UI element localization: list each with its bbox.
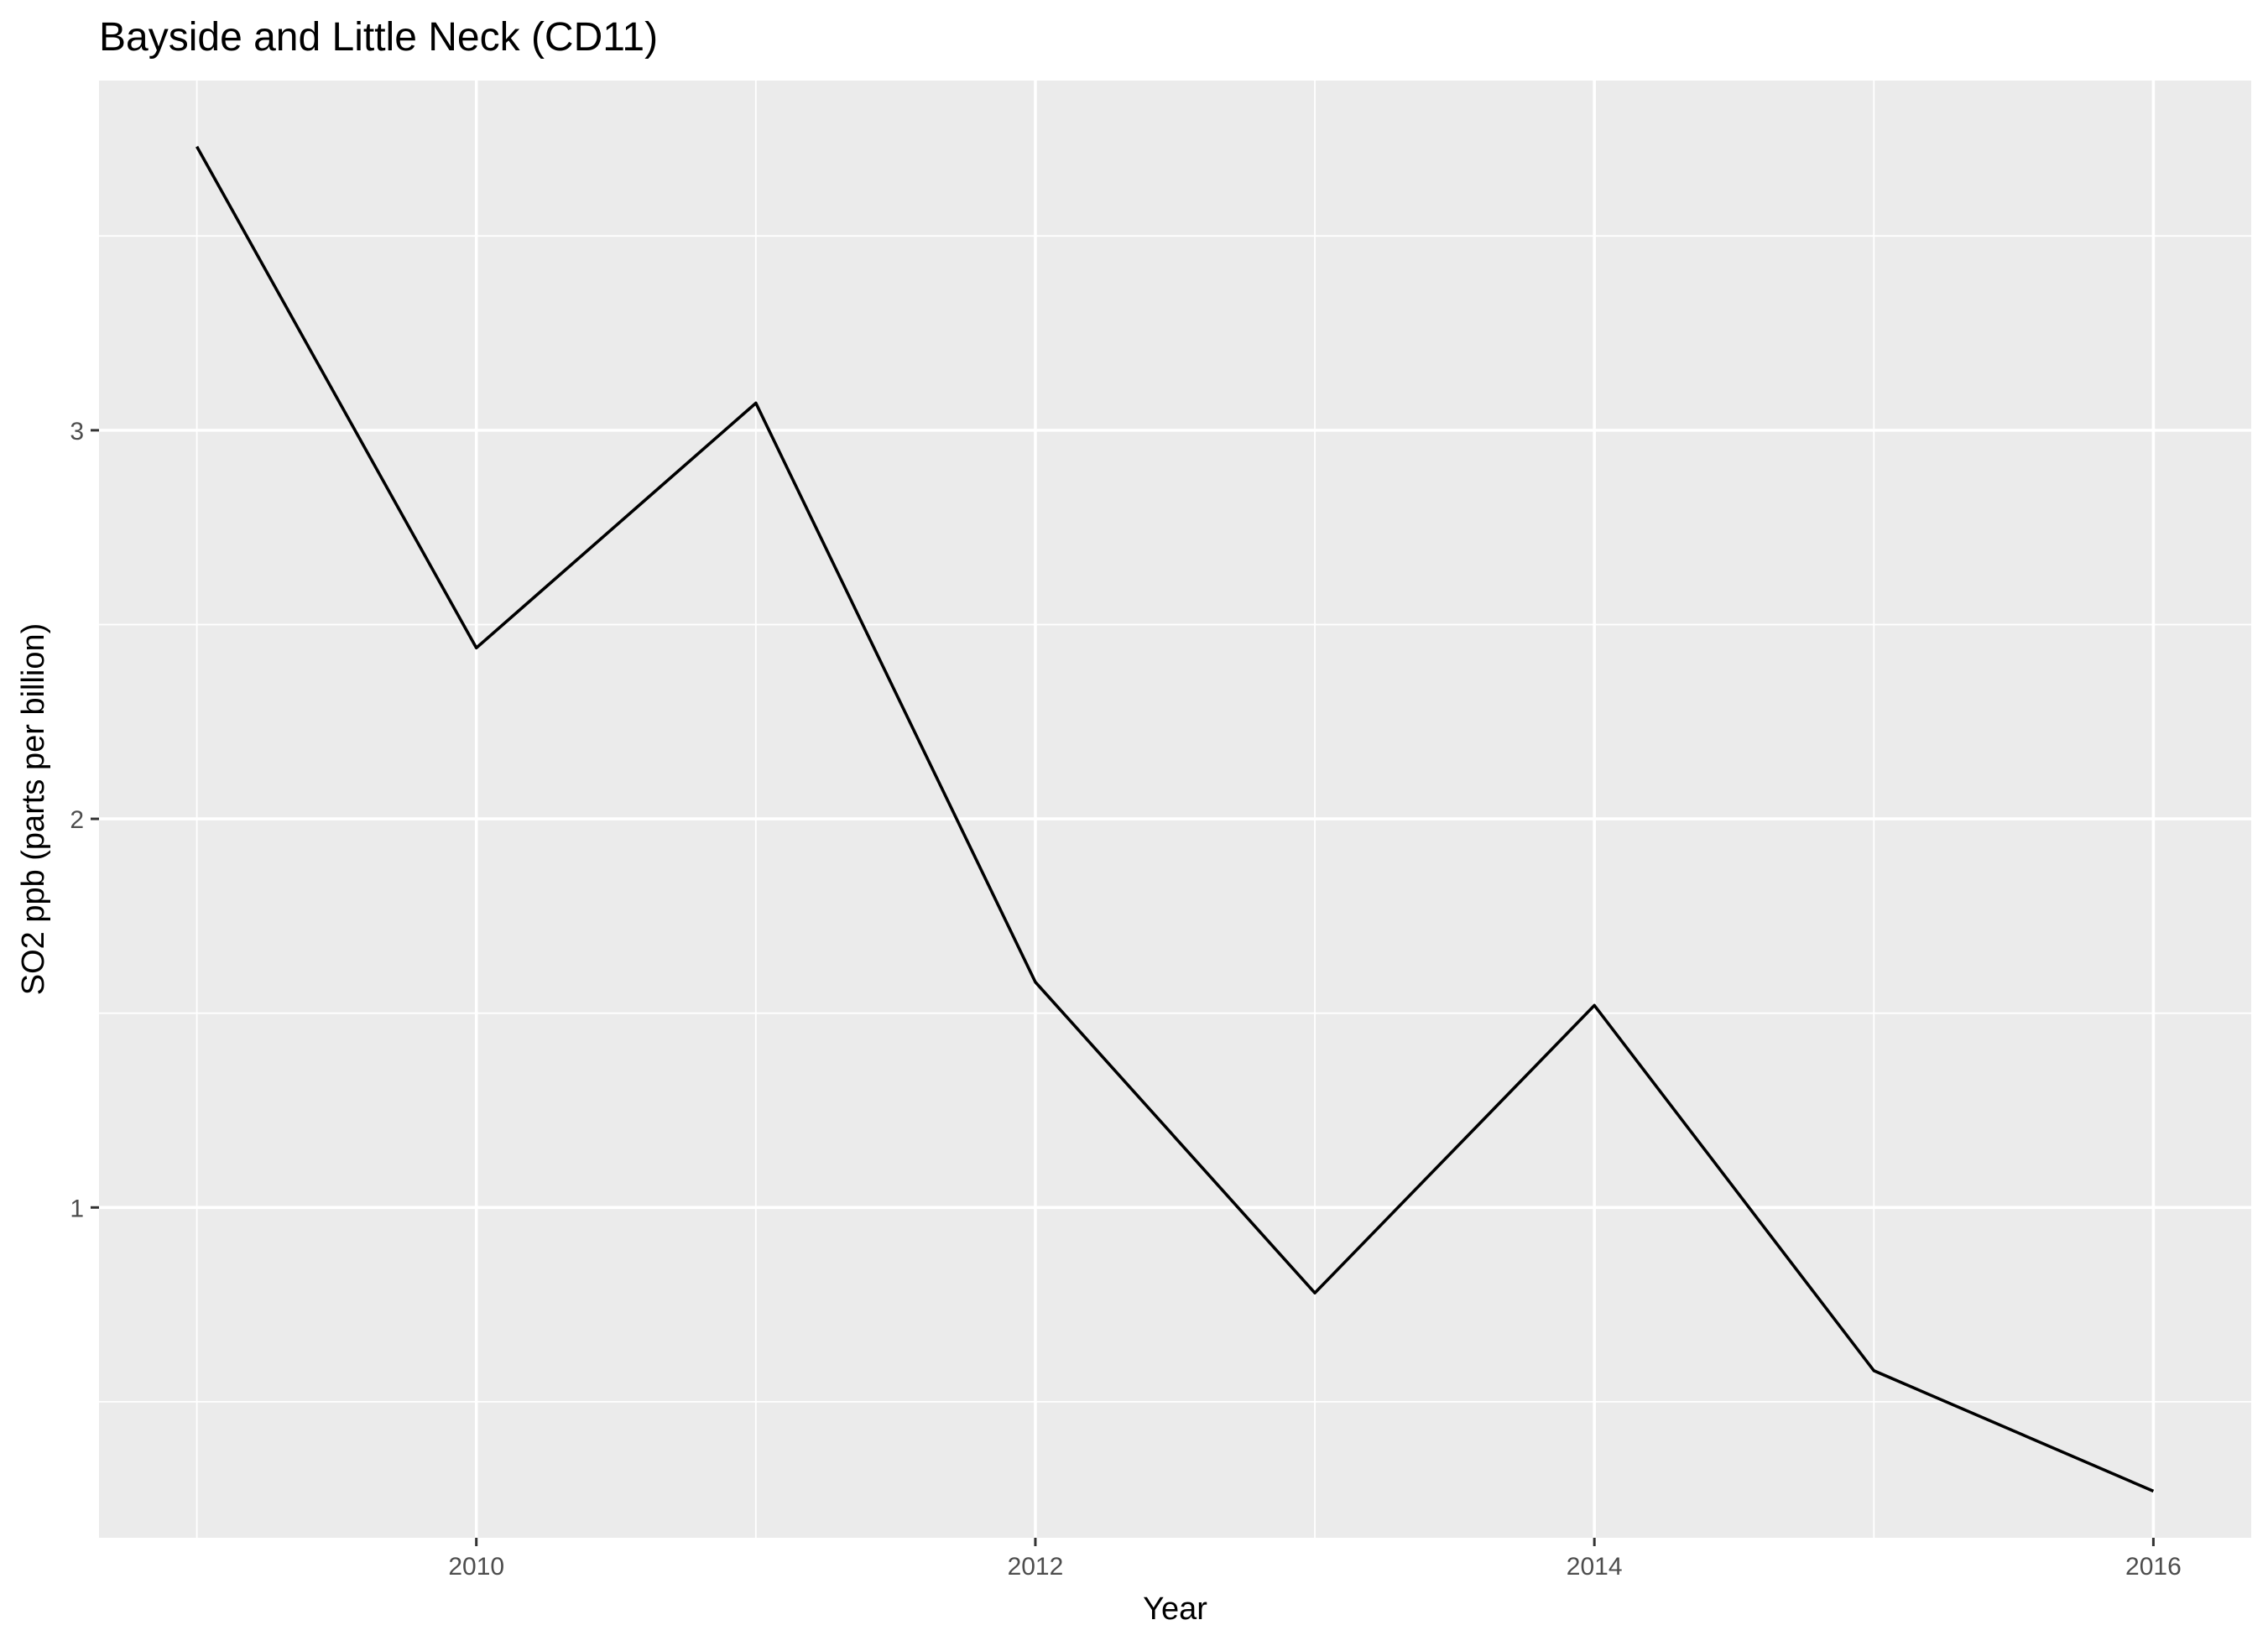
x-tick-label: 2014 bbox=[1567, 1553, 1623, 1581]
chart-title: Bayside and Little Neck (CD11) bbox=[99, 15, 658, 60]
series-layer bbox=[196, 145, 2155, 1493]
plot-panel bbox=[99, 81, 2251, 1538]
x-tick-label: 2010 bbox=[448, 1553, 504, 1581]
minor-gridlines bbox=[99, 81, 2251, 1538]
series-line-0 bbox=[196, 145, 2155, 1493]
y-tick-label: 2 bbox=[70, 806, 84, 834]
x-axis: 2010 2012 2014 2016 bbox=[448, 1538, 2182, 1581]
x-tick-label: 2012 bbox=[1008, 1553, 1064, 1581]
y-tick-label: 3 bbox=[70, 418, 84, 445]
major-gridlines bbox=[99, 81, 2251, 1538]
y-tick-label: 1 bbox=[70, 1195, 84, 1222]
x-axis-title: Year bbox=[1143, 1591, 1207, 1627]
y-axis: 1 2 3 bbox=[70, 418, 99, 1222]
y-axis-title: SO2 ppb (parts per billion) bbox=[16, 623, 51, 996]
x-tick-label: 2016 bbox=[2125, 1553, 2182, 1581]
